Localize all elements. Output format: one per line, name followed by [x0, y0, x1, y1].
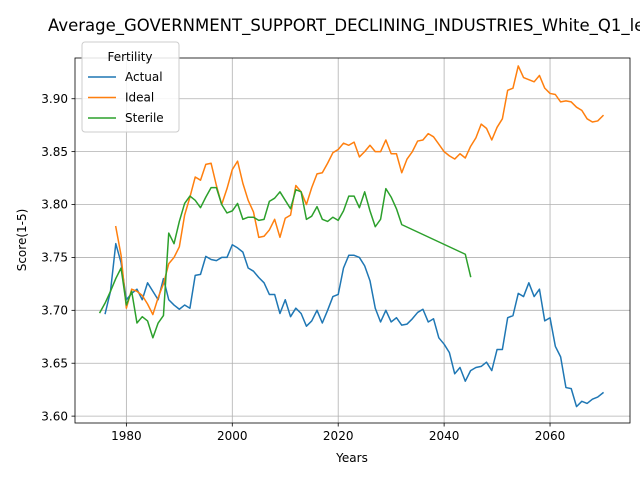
series-line-ideal — [114, 65, 605, 316]
x-tick-label: 2000 — [217, 429, 248, 443]
y-axis-label: Score(1-5) — [15, 209, 29, 272]
x-axis-ticks: 1980 2000 2020 2040 2060 — [111, 423, 565, 443]
legend-title: Fertility — [107, 50, 152, 64]
y-tick-label: 3.60 — [41, 409, 68, 423]
series-line-actual — [104, 242, 605, 408]
x-tick-label: 2060 — [535, 429, 566, 443]
plot-area-frame — [74, 57, 631, 424]
legend-label-sterile: Sterile — [125, 111, 164, 125]
chart-title: Average_GOVERNMENT_SUPPORT_DECLINING_IND… — [48, 16, 640, 36]
y-tick-label: 3.70 — [41, 304, 68, 318]
series-line-sterile — [98, 186, 472, 339]
legend-label-actual: Actual — [125, 70, 163, 84]
series-layer — [98, 65, 605, 408]
legend-box — [81, 41, 180, 133]
y-axis-ticks: 3.60 3.65 3.70 3.75 3.80 3.85 3.90 — [41, 92, 75, 423]
legend-items: Actual Ideal Sterile — [88, 70, 164, 125]
x-axis-label: Years — [335, 451, 368, 465]
y-tick-label: 3.75 — [41, 251, 68, 265]
legend: Fertility Actual Ideal Sterile — [81, 41, 180, 133]
x-tick-label: 2040 — [429, 429, 460, 443]
y-tick-label: 3.80 — [41, 198, 68, 212]
x-tick-label: 2020 — [323, 429, 354, 443]
legend-label-ideal: Ideal — [125, 91, 154, 105]
y-tick-label: 3.85 — [41, 145, 68, 159]
x-tick-label: 1980 — [111, 429, 142, 443]
y-tick-label: 3.90 — [41, 92, 68, 106]
y-tick-label: 3.65 — [41, 356, 68, 370]
